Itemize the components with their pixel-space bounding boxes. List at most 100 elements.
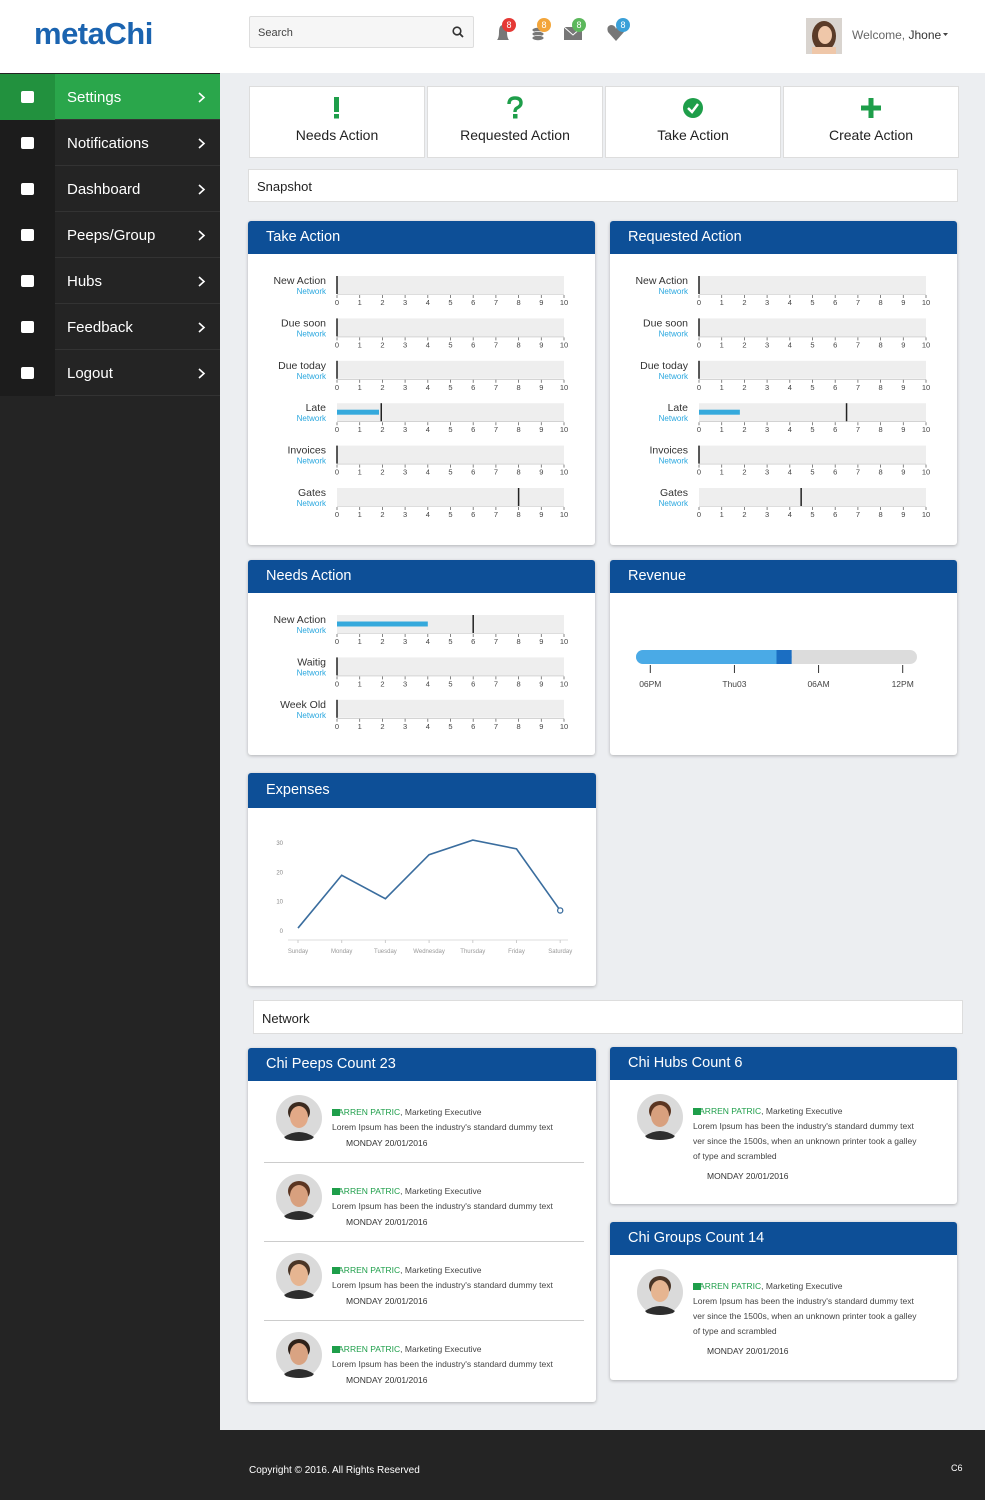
timeline-chart: 06PM Thu03 06AM 12PM xyxy=(636,650,917,689)
action-card[interactable]: Needs Action xyxy=(249,86,425,158)
nav-chevron xyxy=(198,322,206,333)
panel: Chi Groups Count 14 DARREN PATRIC, Market… xyxy=(610,1222,957,1380)
tick-label: 2 xyxy=(742,298,746,307)
notification-icon[interactable]: 8 xyxy=(528,16,562,46)
bullet-track xyxy=(337,445,564,464)
tick-label: 4 xyxy=(426,425,430,434)
tick-label: 7 xyxy=(856,425,860,434)
notification-icon[interactable]: 8 xyxy=(563,16,597,46)
nav-item[interactable]: Notifications xyxy=(0,120,220,166)
person-info: DARREN PATRIC, Marketing Executive Lorem … xyxy=(693,1104,923,1184)
tick-label: 06PM xyxy=(639,679,661,689)
row-sublabel: Network xyxy=(297,414,327,423)
nav-item[interactable]: Dashboard xyxy=(0,166,220,212)
tick-label: 0 xyxy=(335,340,339,349)
panel-header: Requested Action xyxy=(610,221,957,254)
nav-item[interactable]: Feedback xyxy=(0,304,220,350)
avatar xyxy=(637,1269,683,1315)
bullet-bar xyxy=(337,621,428,627)
user-name: Jhone xyxy=(908,28,942,42)
tick-label: 2 xyxy=(380,383,384,392)
action-icon xyxy=(683,98,703,118)
tick-label: 8 xyxy=(879,468,883,477)
tick-label: 0 xyxy=(697,340,701,349)
tick-label: 8 xyxy=(517,340,521,349)
tick-label: 1 xyxy=(358,468,362,477)
row-label: New Action xyxy=(635,275,688,287)
icon-shape xyxy=(21,91,34,103)
end-point xyxy=(556,907,564,914)
tick-label: 7 xyxy=(494,383,498,392)
person-role: , Marketing Executive xyxy=(400,1265,482,1275)
footer xyxy=(0,1430,985,1500)
tick-label: 2 xyxy=(742,425,746,434)
panel-header: Chi Peeps Count 23 xyxy=(248,1048,596,1081)
nav-item[interactable]: Logout xyxy=(0,350,220,396)
welcome[interactable]: Welcome, Jhone xyxy=(852,28,941,42)
copyright: Copyright © 2016. All Rights Reserved xyxy=(249,1465,420,1476)
tick-label: 6 xyxy=(471,510,475,519)
panel-header: Expenses xyxy=(248,773,596,808)
tick-label: 7 xyxy=(494,510,498,519)
tick-label: 10 xyxy=(922,340,930,349)
tick-label: 10 xyxy=(922,425,930,434)
face xyxy=(651,1280,669,1302)
panel: Revenue 06PM Thu03 06AM 12PM xyxy=(610,560,957,755)
tick-label: 2 xyxy=(380,340,384,349)
tick-label: Thu03 xyxy=(722,679,746,689)
person-name: DARREN PATRIC xyxy=(693,1281,762,1291)
row-sublabel: Network xyxy=(659,287,689,296)
separator xyxy=(264,1320,584,1321)
nav-item[interactable]: Hubs xyxy=(0,258,220,304)
question-dot xyxy=(513,114,518,119)
coin xyxy=(531,35,545,41)
row-sublabel: Network xyxy=(659,329,689,338)
icon-shape xyxy=(21,229,34,241)
action-card[interactable]: Create Action xyxy=(783,86,959,158)
person-info: DARREN PATRIC, Marketing Executive Lorem … xyxy=(332,1342,572,1388)
tick-label: 2 xyxy=(380,722,384,731)
nav-icon xyxy=(21,91,34,103)
tick-label: 5 xyxy=(810,468,814,477)
notification-icon[interactable]: 8 xyxy=(606,16,640,46)
notification-icon[interactable]: 8 xyxy=(493,16,527,46)
nav-item[interactable]: Peeps/Group xyxy=(0,212,220,258)
person-text: Lorem Ipsum has been the industry's stan… xyxy=(332,1201,553,1211)
tick-label: 9 xyxy=(901,383,905,392)
tick-label: 3 xyxy=(765,383,769,392)
avatar xyxy=(276,1174,322,1220)
badge-count: 8 xyxy=(541,20,546,30)
tick-label: 8 xyxy=(517,637,521,646)
person-text: Lorem Ipsum has been the industry's stan… xyxy=(332,1359,553,1369)
chevron xyxy=(198,230,206,241)
person-line: DARREN PATRIC, Marketing Executive xyxy=(693,1279,923,1294)
tick-label: 0 xyxy=(335,298,339,307)
tick-label: 6 xyxy=(471,468,475,477)
search-box[interactable]: Search xyxy=(249,16,474,48)
person-role: , Marketing Executive xyxy=(400,1107,482,1117)
tick-label: 3 xyxy=(403,637,407,646)
action-card[interactable]: Requested Action xyxy=(427,86,603,158)
badge xyxy=(616,18,630,32)
action-card[interactable]: Take Action xyxy=(605,86,781,158)
tick-label: 8 xyxy=(879,298,883,307)
exclaim-bar xyxy=(334,97,339,112)
tick-label: 8 xyxy=(879,510,883,519)
nav-label: Feedback xyxy=(67,319,133,336)
tick-label: 10 xyxy=(560,637,568,646)
tick-label: 9 xyxy=(539,468,543,477)
tick-label: 0 xyxy=(697,468,701,477)
tick-label: 6 xyxy=(471,679,475,688)
nav-item[interactable]: Settings xyxy=(0,74,220,120)
tick-label: 0 xyxy=(697,425,701,434)
tick-label: 4 xyxy=(426,637,430,646)
tick-label: 3 xyxy=(765,510,769,519)
tick-label: 5 xyxy=(448,340,452,349)
tick-label: 6 xyxy=(833,340,837,349)
tick-label: 6 xyxy=(471,340,475,349)
tick-label: 7 xyxy=(856,510,860,519)
shirt xyxy=(284,1211,314,1220)
x-tick-label: Friday xyxy=(508,949,525,955)
